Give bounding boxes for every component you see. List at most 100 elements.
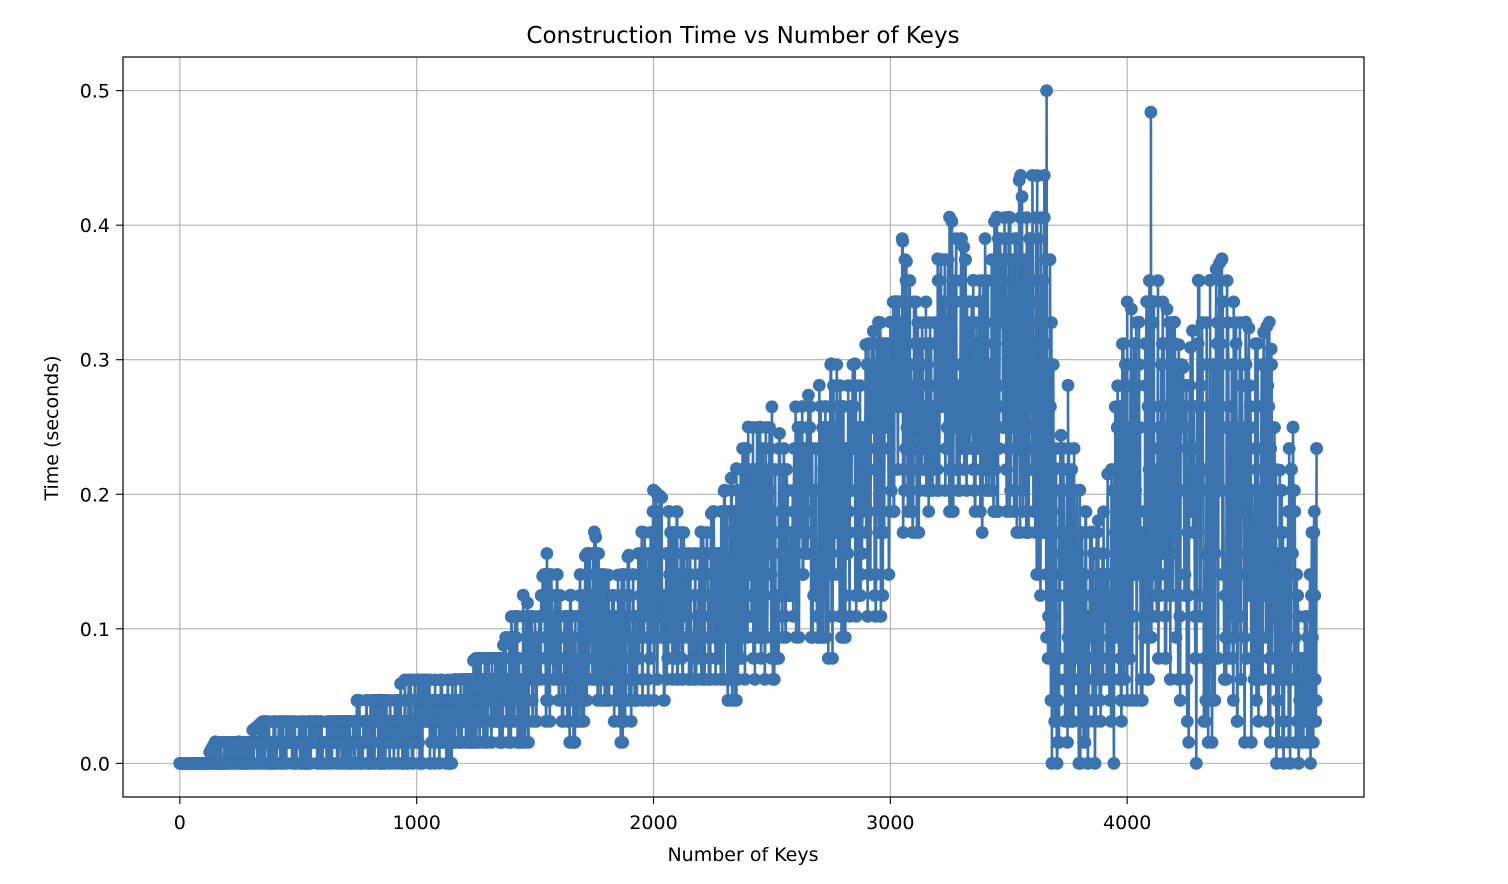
- data-point-marker: [927, 421, 940, 434]
- data-point-marker: [525, 694, 539, 707]
- y-tick-label: 0.3: [80, 350, 110, 372]
- data-point-marker: [1210, 463, 1224, 476]
- data-point-marker: [1178, 568, 1192, 581]
- data-point-marker: [1068, 673, 1081, 686]
- data-point-marker: [1204, 526, 1218, 539]
- data-point-marker: [861, 505, 875, 518]
- data-point-marker: [521, 596, 534, 610]
- data-point-marker: [772, 652, 785, 665]
- data-point-marker: [1125, 302, 1138, 316]
- data-point-marker: [884, 484, 898, 497]
- data-point-marker: [1013, 379, 1026, 392]
- data-point-marker: [1261, 379, 1275, 392]
- data-point-marker: [1045, 505, 1059, 518]
- data-point-marker: [610, 673, 623, 686]
- data-point-marker: [651, 505, 665, 518]
- y-tick-label: 0.5: [80, 81, 110, 103]
- data-point-marker: [632, 652, 646, 665]
- data-point-marker: [1074, 694, 1088, 707]
- data-point-marker: [579, 568, 593, 581]
- data-point-marker: [1268, 421, 1281, 434]
- data-point-marker: [869, 568, 883, 581]
- data-point-marker: [1216, 295, 1230, 308]
- data-point-marker: [1290, 568, 1304, 581]
- data-point-marker: [1123, 505, 1137, 518]
- data-point-marker: [1306, 631, 1319, 644]
- data-point-marker: [1114, 652, 1127, 665]
- data-point-marker: [602, 568, 615, 582]
- data-point-marker: [647, 694, 661, 707]
- data-point-marker: [1243, 589, 1256, 602]
- data-point-marker: [716, 547, 730, 560]
- data-point-marker: [1237, 631, 1251, 644]
- data-point-marker: [1081, 673, 1094, 686]
- data-point-marker: [1121, 547, 1134, 560]
- data-point-marker: [564, 588, 577, 602]
- data-point-marker: [1220, 274, 1234, 287]
- data-point-marker: [904, 358, 918, 371]
- data-point-marker: [1097, 505, 1110, 519]
- data-point-marker: [936, 358, 949, 371]
- data-point-marker: [957, 463, 971, 476]
- data-point-marker: [1172, 338, 1186, 352]
- data-point-marker: [830, 421, 844, 434]
- data-point-marker: [1008, 484, 1021, 497]
- data-point-marker: [1014, 169, 1027, 182]
- data-point-marker: [1306, 736, 1320, 749]
- data-point-marker: [735, 652, 748, 665]
- data-point-marker: [589, 530, 603, 544]
- data-point-marker: [954, 274, 968, 287]
- data-point-marker: [1067, 442, 1081, 455]
- data-point-marker: [848, 357, 862, 371]
- data-point-marker: [1018, 337, 1032, 350]
- data-point-marker: [1151, 274, 1165, 287]
- data-point-marker: [592, 652, 606, 665]
- x-tick-label: 2000: [629, 812, 677, 834]
- data-point-marker: [1026, 274, 1040, 287]
- data-point-marker: [1029, 295, 1043, 308]
- data-point-marker: [1262, 526, 1276, 539]
- data-point-marker: [577, 715, 591, 728]
- data-point-marker: [865, 421, 879, 434]
- data-point-marker: [739, 442, 753, 455]
- data-point-marker: [1308, 673, 1322, 686]
- data-point-marker: [754, 652, 768, 665]
- data-point-marker: [746, 589, 759, 602]
- data-point-marker: [1157, 463, 1171, 476]
- data-point-marker: [1244, 421, 1258, 434]
- data-point-marker: [1222, 400, 1235, 413]
- data-point-marker: [773, 427, 786, 440]
- data-point-marker: [818, 484, 831, 497]
- data-point-marker: [1128, 442, 1142, 455]
- data-point-marker: [745, 610, 758, 623]
- data-point-marker: [1147, 295, 1161, 308]
- data-point-marker: [1034, 589, 1047, 602]
- data-point-marker: [641, 673, 655, 686]
- data-point-marker: [1117, 337, 1130, 350]
- data-point-marker: [1093, 694, 1107, 707]
- data-point-marker: [1251, 400, 1265, 413]
- data-point-marker: [1053, 652, 1067, 665]
- data-point-marker: [1024, 316, 1037, 329]
- data-point-marker: [1169, 631, 1183, 644]
- data-point-marker: [1103, 694, 1116, 707]
- data-point-marker: [1198, 610, 1212, 623]
- data-point-marker: [1173, 610, 1187, 623]
- data-point-marker: [729, 505, 743, 518]
- x-tick-label: 0: [174, 812, 186, 834]
- data-point-marker: [690, 631, 703, 644]
- data-point-marker: [849, 610, 863, 623]
- data-point-marker: [914, 379, 928, 392]
- data-point-marker: [978, 232, 992, 246]
- y-tick-label: 0.2: [80, 484, 110, 506]
- data-point-marker: [874, 316, 887, 329]
- data-point-marker: [777, 442, 791, 455]
- data-point-marker: [643, 652, 657, 665]
- data-point-marker: [1258, 589, 1271, 602]
- data-point-marker: [896, 526, 910, 539]
- data-point-marker: [1020, 211, 1034, 225]
- data-point-marker: [799, 463, 812, 476]
- data-point-marker: [972, 337, 985, 350]
- data-point-marker: [838, 631, 852, 644]
- data-point-marker: [1050, 757, 1064, 770]
